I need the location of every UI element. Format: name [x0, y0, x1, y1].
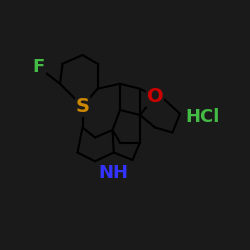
Text: HCl: HCl [185, 108, 220, 126]
Text: O: O [147, 87, 163, 106]
Text: NH: NH [99, 164, 129, 182]
Text: S: S [76, 97, 90, 116]
Text: F: F [32, 58, 45, 76]
